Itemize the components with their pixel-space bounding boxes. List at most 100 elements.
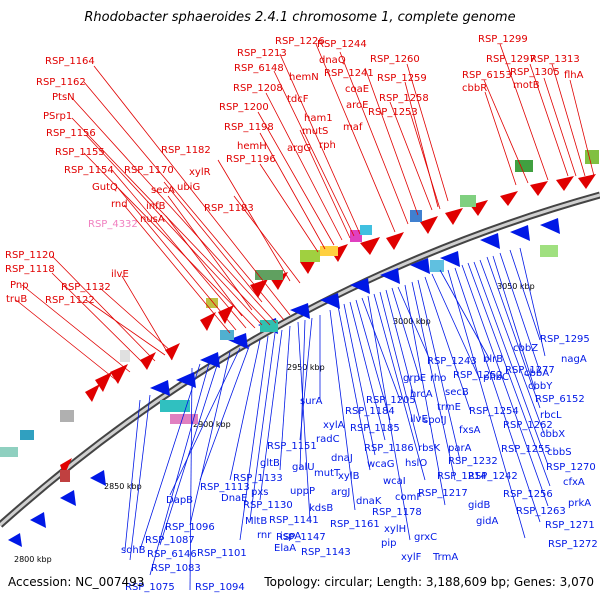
gene-label: GutQ	[92, 182, 118, 193]
gene-label: pip	[381, 538, 396, 549]
gene-label: nagA	[561, 354, 587, 365]
reverse-gene-labels: RSP_1295 nagA cbbZ RSP_1277 cbbY cbbA RS…	[121, 334, 598, 593]
gene-label: RSP_1183	[204, 203, 254, 214]
reverse-label-leaders	[124, 247, 551, 591]
gene-label: secA	[151, 185, 175, 196]
gene-label: ispA	[280, 531, 301, 542]
gene-label: RSP_1270	[546, 462, 596, 473]
gene-label: RSP_1305	[510, 67, 560, 78]
gene-label: RSP_1226	[275, 36, 325, 47]
gene-label: RSP_1182	[161, 145, 211, 156]
gene-label: RSP_1313	[530, 54, 580, 65]
gene-label: uppP	[290, 486, 315, 497]
gene-label: kdsB	[309, 503, 333, 514]
gene-label: RSP_1256	[503, 489, 553, 500]
gene-label: RSP_1087	[145, 535, 195, 546]
gene-label: cbbS	[547, 447, 572, 458]
accession-text: Accession: NC_007493	[8, 575, 145, 589]
gene-label: RSP_1213	[237, 48, 287, 59]
gene-label: RSP_1094	[195, 582, 245, 593]
gene-label: MltB	[245, 516, 267, 527]
gene-label: RSP_1170	[124, 165, 174, 176]
gene-label: mutS	[302, 126, 328, 137]
gene-label: RSP_1141	[269, 515, 319, 526]
gene-label: rnr	[257, 530, 272, 541]
gene-label: RSP_1164	[45, 56, 95, 67]
gene-label: xylR	[189, 167, 211, 178]
gene-label: radC	[316, 434, 340, 445]
gene-label: RSP_1258	[379, 93, 429, 104]
gene-label: PtsN	[52, 92, 75, 103]
gene-label: RSP_6153	[462, 70, 512, 81]
gene-label: hemH	[237, 141, 267, 152]
gene-label: RSP_1205	[366, 395, 416, 406]
gene-label: rph	[319, 140, 336, 151]
gene-label: spoIJ	[423, 415, 447, 426]
reverse-strand-genes	[8, 218, 560, 547]
tick-label-2800: 2800 kbp	[14, 555, 52, 564]
gene-label: coaE	[345, 84, 369, 95]
gene-label: prkA	[568, 498, 591, 509]
gene-label: RSP_1185	[350, 423, 400, 434]
gene-label: pxs	[251, 487, 268, 498]
gene-label: cbbR	[462, 83, 487, 94]
gene-label: PSrp1	[43, 111, 72, 122]
gene-label: RSP_1255	[501, 444, 551, 455]
gene-label: RSP_6148	[234, 63, 284, 74]
gene-label: cbbZ	[513, 343, 538, 354]
gene-label: RSP_1260	[370, 54, 420, 65]
gene-label: cbbA	[524, 368, 549, 379]
gene-label: parA	[448, 443, 472, 454]
gene-label: comF	[395, 492, 422, 503]
gene-label: RSP_1242	[468, 471, 518, 482]
gene-label: RSP_1118	[5, 264, 55, 275]
feature-blocks	[0, 150, 599, 482]
pseudo-gene-labels: RSP_4332	[88, 219, 138, 230]
gene-label: gidA	[476, 516, 498, 527]
gene-label: phbC	[483, 372, 509, 383]
gene-label: Pnp	[10, 280, 29, 291]
gene-label: sohB	[121, 545, 146, 556]
gene-label: RSP_1253	[368, 107, 418, 118]
gene-label: motB	[513, 80, 540, 91]
forward-label-leaders	[15, 43, 595, 381]
gene-label: ilvE	[111, 269, 129, 280]
gene-label: truB	[6, 294, 27, 305]
gene-label: RSP_1096	[165, 522, 215, 533]
gene-label: nusA	[140, 214, 165, 225]
gene-label: trmE	[437, 402, 461, 413]
gene-label: cbbX	[540, 429, 565, 440]
gene-label: RSP_1143	[301, 547, 351, 558]
gene-label: mutT	[314, 468, 341, 479]
gene-label: ham1	[304, 113, 333, 124]
gene-label: RSP_1113	[200, 482, 250, 493]
gene-label: dnaQ	[319, 55, 346, 66]
gene-label: flhA	[564, 70, 584, 81]
gene-label: RSP_6146	[147, 549, 197, 560]
gene-label: RSP_1198	[224, 122, 274, 133]
gene-label: surA	[300, 396, 323, 407]
gene-label: RSP_1122	[45, 295, 95, 306]
gene-label: RSP_1178	[372, 507, 422, 518]
gene-label: DapB	[166, 495, 193, 506]
gene-label: cfxA	[563, 477, 585, 488]
gene-label: RSP_1083	[151, 563, 201, 574]
gene-label: RSP_1262	[503, 420, 553, 431]
gene-label: RSP_4332	[88, 219, 138, 230]
gene-label: RSP_1147	[276, 532, 326, 543]
map-title: Rhodobacter sphaeroides 2.4.1 chromosome…	[84, 10, 516, 25]
gene-label: RSP_1161	[330, 519, 380, 530]
genome-summary-text: Topology: circular; Length: 3,188,609 bp…	[264, 575, 594, 589]
gene-label: ubiG	[177, 182, 200, 193]
gene-label: xylF	[401, 552, 422, 563]
gene-label: RSP_1154	[64, 165, 114, 176]
gene-label: xylB	[338, 471, 360, 482]
gene-label: xylH	[384, 524, 406, 535]
gene-label: grxC	[414, 532, 437, 543]
gene-label: RSP_1130	[243, 500, 293, 511]
gene-label: RSP_1244	[317, 39, 367, 50]
gene-label: argJ	[331, 487, 350, 498]
gene-label: RSP_1263	[516, 506, 566, 517]
